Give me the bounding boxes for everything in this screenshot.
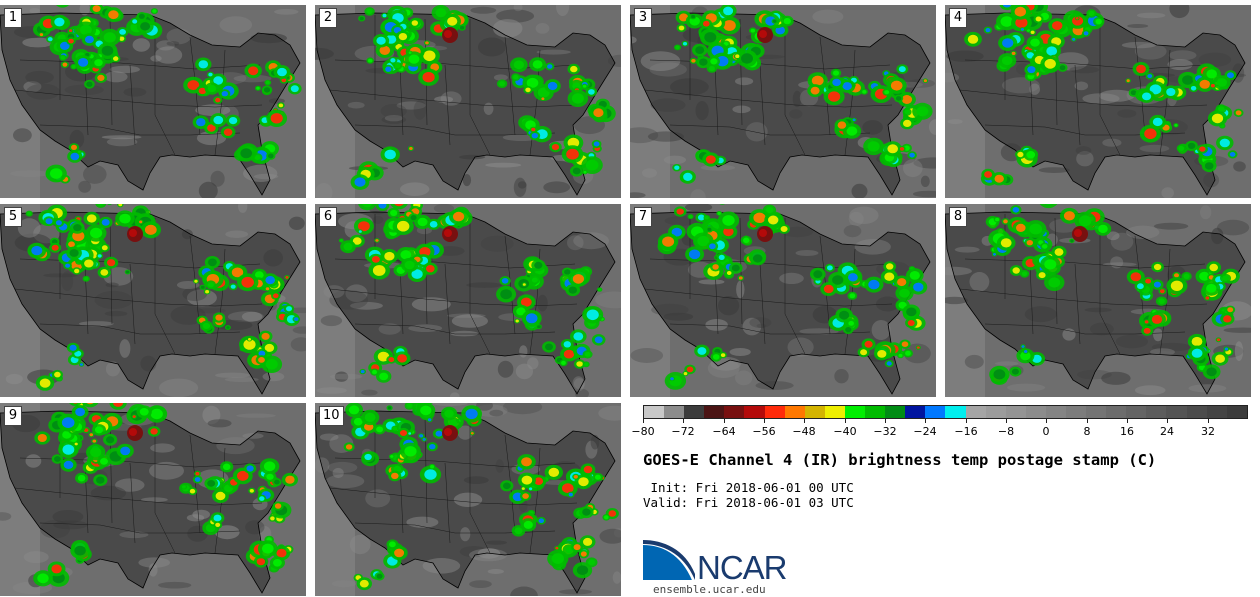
colorbar-tick-label: 24 — [1160, 425, 1174, 438]
colorbar-tick-label: −48 — [792, 425, 816, 438]
colorbar-tick — [1046, 419, 1047, 423]
stamp-panel-2: 2 — [315, 5, 621, 198]
colorbar-tick — [643, 419, 644, 423]
colorbar-swatch-28 — [1206, 406, 1227, 418]
colorbar-tick-label: −64 — [712, 425, 736, 438]
colorbar-tick-label: 8 — [1083, 425, 1091, 438]
satellite-ir-image — [315, 204, 621, 397]
satellite-ir-image — [0, 403, 306, 596]
colorbar-swatch-9 — [824, 406, 845, 418]
satellite-ir-image — [315, 403, 621, 596]
colorbar-tick — [845, 419, 846, 423]
panel-number: 6 — [319, 207, 337, 227]
colorbar-swatch-29 — [1226, 406, 1247, 418]
stamp-panel-9: 9 — [0, 403, 306, 596]
colorbar-swatch-15 — [945, 406, 966, 418]
colorbar-tick-label: −40 — [833, 425, 857, 438]
colorbar — [643, 405, 1248, 419]
stamp-panel-6: 6 — [315, 204, 621, 397]
satellite-ir-image — [630, 204, 936, 397]
colorbar-tick-label: −72 — [671, 425, 695, 438]
colorbar-tick — [885, 419, 886, 423]
colorbar-ticks: −80 −72 −64 −56 −48 −40 −32 −24 −16 −8 0 8 16 24 32 — [631, 419, 1248, 439]
satellite-ir-image — [945, 204, 1251, 397]
colorbar-tick — [1167, 419, 1168, 423]
colorbar-tick — [925, 419, 926, 423]
colorbar-swatch-4 — [724, 406, 745, 418]
colorbar-tick-label: 16 — [1120, 425, 1134, 438]
colorbar-tick — [804, 419, 805, 423]
panel-number: 3 — [634, 8, 652, 28]
colorbar-tick-label: −8 — [997, 425, 1015, 438]
colorbar-tick-label: −32 — [873, 425, 897, 438]
panel-number: 1 — [4, 8, 22, 28]
satellite-ir-image — [0, 204, 306, 397]
colorbar-tick — [683, 419, 684, 423]
colorbar-tick — [724, 419, 725, 423]
colorbar-swatch-2 — [684, 406, 705, 418]
panel-number: 8 — [949, 207, 967, 227]
colorbar-swatch-8 — [804, 406, 825, 418]
colorbar-tick — [1127, 419, 1128, 423]
stamp-panel-8: 8 — [945, 204, 1251, 397]
colorbar-tick-label: −24 — [913, 425, 937, 438]
colorbar-swatch-27 — [1186, 406, 1207, 418]
colorbar-swatch-7 — [784, 406, 805, 418]
colorbar-tick-label: 32 — [1201, 425, 1215, 438]
colorbar-swatch-17 — [985, 406, 1006, 418]
stamp-panel-5: 5 — [0, 204, 306, 397]
stamp-panel-1: 1 — [0, 5, 306, 198]
stamp-panel-7: 7 — [630, 204, 936, 397]
panel-number: 5 — [4, 207, 22, 227]
panel-number: 7 — [634, 207, 652, 227]
satellite-ir-image — [0, 5, 306, 198]
colorbar-swatch-6 — [764, 406, 785, 418]
ensemble-url: ensemble.ucar.edu — [653, 583, 766, 596]
colorbar-swatch-26 — [1166, 406, 1187, 418]
colorbar-tick — [1087, 419, 1088, 423]
stamp-panel-3: 3 — [630, 5, 936, 198]
ncar-logo-icon — [643, 540, 695, 581]
colorbar-swatch-5 — [744, 406, 765, 418]
panel-number: 2 — [319, 8, 337, 28]
colorbar-swatch-16 — [965, 406, 986, 418]
colorbar-tick — [764, 419, 765, 423]
colorbar-swatch-14 — [925, 406, 946, 418]
stamp-panel-10: 10 — [315, 403, 621, 596]
colorbar-swatch-24 — [1126, 406, 1147, 418]
figure-title: GOES-E Channel 4 (IR) brightness temp po… — [643, 451, 1157, 469]
init-time: Init: Fri 2018-06-01 00 UTC — [643, 480, 854, 495]
satellite-ir-image — [630, 5, 936, 198]
colorbar-swatch-23 — [1106, 406, 1127, 418]
colorbar-tick — [1006, 419, 1007, 423]
ncar-logo-text: NCAR — [697, 549, 788, 586]
colorbar-tick-label: −56 — [752, 425, 776, 438]
satellite-ir-image — [315, 5, 621, 198]
panel-number: 10 — [319, 406, 344, 426]
colorbar-tick-label: −16 — [954, 425, 978, 438]
panel-number: 4 — [949, 8, 967, 28]
colorbar-swatch-22 — [1086, 406, 1107, 418]
stamp-panel-4: 4 — [945, 5, 1251, 198]
colorbar-swatch-11 — [865, 406, 886, 418]
colorbar-swatch-19 — [1025, 406, 1046, 418]
colorbar-swatch-18 — [1005, 406, 1026, 418]
colorbar-tick-label: 0 — [1042, 425, 1050, 438]
colorbar-swatch-21 — [1065, 406, 1087, 418]
colorbar-swatch-3 — [704, 406, 725, 418]
panel-number: 9 — [4, 406, 22, 426]
colorbar-swatch-10 — [844, 406, 866, 418]
colorbar-swatch-20 — [1045, 406, 1066, 418]
colorbar-tick-label: −80 — [631, 425, 655, 438]
valid-time: Valid: Fri 2018-06-01 03 UTC — [643, 495, 854, 510]
colorbar-tick — [966, 419, 967, 423]
colorbar-tick — [1208, 419, 1209, 423]
colorbar-swatch-25 — [1146, 406, 1167, 418]
colorbar-swatch-0 — [644, 406, 665, 418]
colorbar-swatch-1 — [664, 406, 685, 418]
colorbar-swatch-12 — [885, 406, 906, 418]
colorbar-swatch-13 — [905, 406, 926, 418]
satellite-ir-image — [945, 5, 1251, 198]
